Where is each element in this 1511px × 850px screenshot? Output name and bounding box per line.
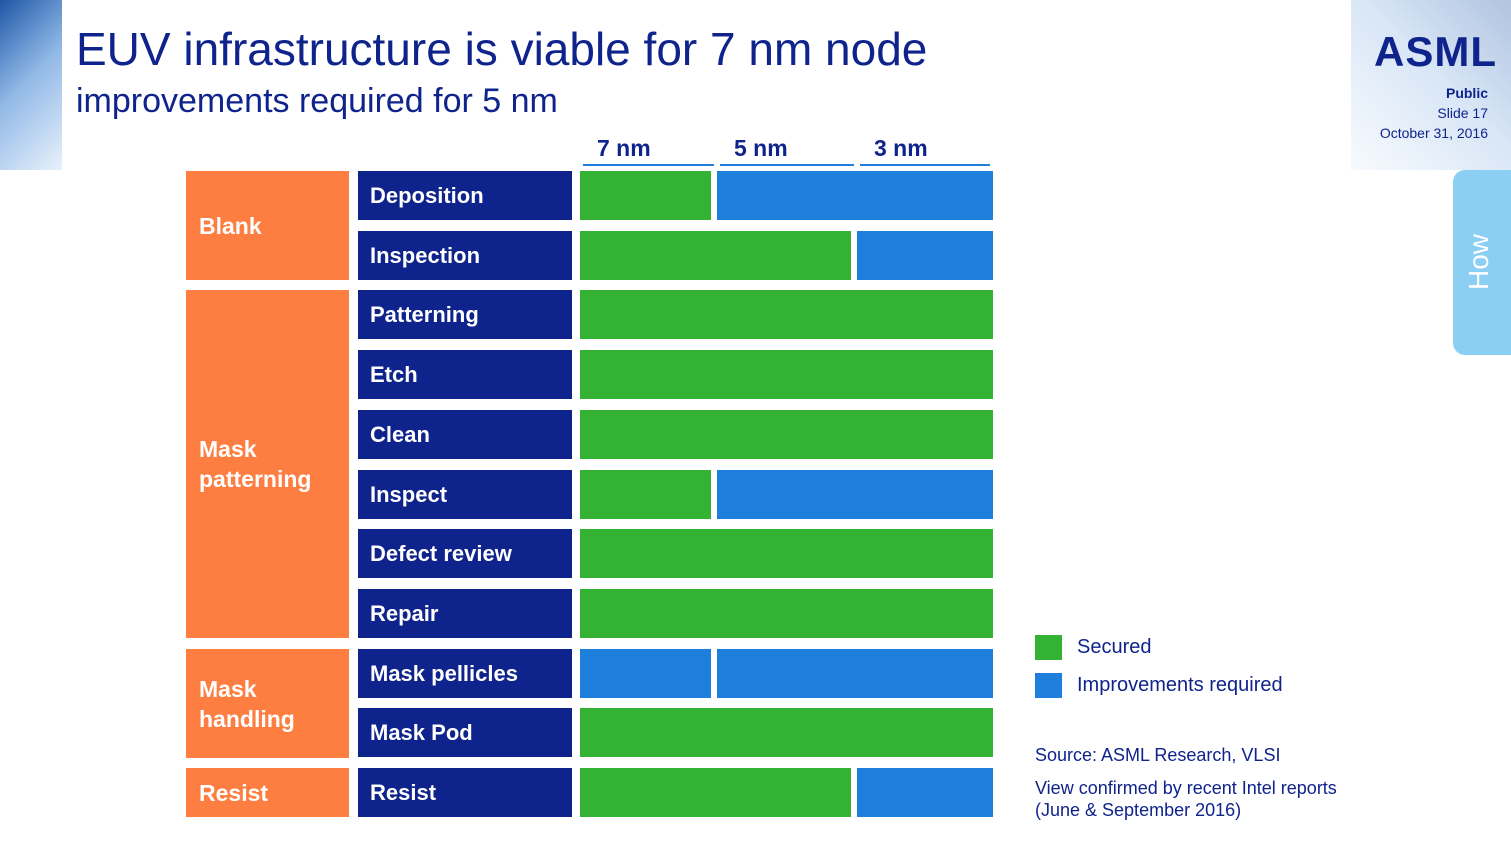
row-label-0: Deposition [358,171,572,220]
row-label-4: Clean [358,410,572,459]
status-bar-0-1 [717,171,993,220]
row-label-10: Resist [358,768,572,817]
status-bar-2-0 [580,290,993,339]
column-header-0: 7 nm [597,135,651,161]
legend-swatch-improvements [1035,673,1062,698]
status-bar-8-1 [717,649,993,698]
row-label-5: Inspect [358,470,572,519]
slide-date: October 31, 2016 [1379,125,1488,141]
status-bar-7-0 [580,589,993,638]
decorative-banner-left [0,0,64,170]
status-bar-5-0 [580,470,711,519]
status-bar-5-1 [717,470,993,519]
status-bar-6-0 [580,529,993,578]
slide-title: EUV infrastructure is viable for 7 nm no… [76,23,928,75]
status-bar-9-0 [580,708,993,757]
classification-label: Public [1445,85,1488,101]
column-underline-0 [583,164,714,166]
row-label-7: Repair [358,589,572,638]
confirmation-note-line-2: (June & September 2016) [1035,800,1242,820]
status-bar-4-0 [580,410,993,459]
column-header-2: 3 nm [874,135,928,161]
column-header-1: 5 nm [734,135,788,161]
legend-swatch-secured [1035,635,1062,660]
status-bar-1-1 [857,231,993,280]
row-label-1: Inspection [358,231,572,280]
column-underline-1 [720,164,854,166]
status-bar-8-0 [580,649,711,698]
legend-label-improvements: Improvements required [1077,674,1283,696]
status-bar-1-0 [580,231,851,280]
column-underline-2 [860,164,990,166]
row-label-3: Etch [358,350,572,399]
row-label-6: Defect review [358,529,572,578]
confirmation-note-line-1: View confirmed by recent Intel reports [1035,778,1337,798]
slide-subtitle: improvements required for 5 nm [76,82,558,120]
status-bar-0-0 [580,171,711,220]
group-label-3: Resist [186,768,349,817]
slide-number: Slide 17 [1437,105,1488,121]
side-tab-label: How [1463,233,1494,290]
legend-label-secured: Secured [1077,636,1152,658]
source-note: Source: ASML Research, VLSI [1035,745,1281,765]
asml-logo: ASML [1374,28,1497,75]
row-label-8: Mask pellicles [358,649,572,698]
status-bar-10-1 [857,768,993,817]
group-label-0: Blank [186,171,349,280]
status-bar-10-0 [580,768,851,817]
row-label-9: Mask Pod [358,708,572,757]
decorative-banner-right [1351,0,1511,170]
status-bar-3-0 [580,350,993,399]
row-label-2: Patterning [358,290,572,339]
side-tab[interactable] [1453,170,1511,355]
group-label-2: Mask handling [186,649,349,758]
group-label-1: Mask patterning [186,290,349,638]
